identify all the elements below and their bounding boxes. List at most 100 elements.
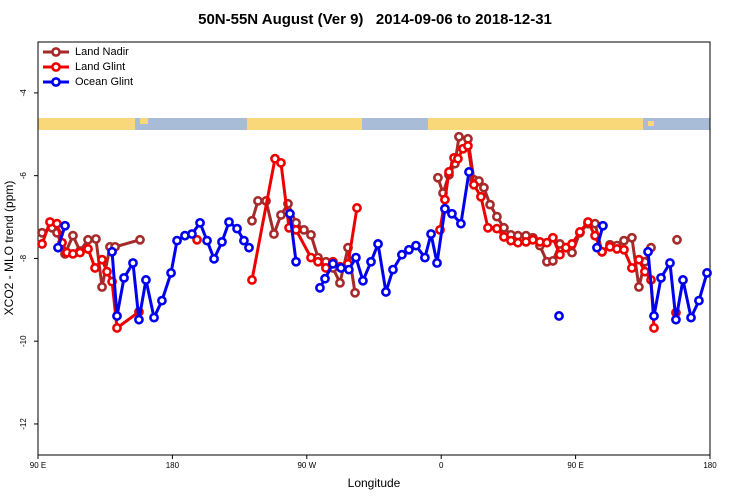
legend-label: Land Nadir xyxy=(75,46,129,58)
legend-marker xyxy=(51,77,61,87)
data-point xyxy=(397,249,407,260)
data-point xyxy=(276,210,286,220)
data-point xyxy=(678,275,688,285)
data-point xyxy=(420,252,430,263)
data-point xyxy=(68,230,78,241)
data-point xyxy=(320,273,330,284)
data-point xyxy=(232,223,242,234)
data-point xyxy=(626,263,637,273)
data-point xyxy=(276,157,286,168)
data-point xyxy=(91,234,101,244)
data-point xyxy=(492,211,502,222)
legend-label: Land Glint xyxy=(75,61,125,73)
chart-title: 50N-55N August (Ver 9) 2014-09-06 to 201… xyxy=(198,11,552,28)
series xyxy=(37,140,681,333)
data-point xyxy=(665,258,675,268)
plot-frame xyxy=(37,41,711,456)
data-point xyxy=(112,311,122,321)
data-point xyxy=(456,218,466,229)
data-point xyxy=(112,323,122,333)
data-point xyxy=(134,314,144,325)
x-tick-label: 90 W xyxy=(297,461,316,470)
data-point xyxy=(447,208,457,219)
series xyxy=(53,167,712,325)
data-point xyxy=(440,194,450,205)
data-point xyxy=(253,196,263,206)
data-point xyxy=(444,167,454,177)
data-point xyxy=(554,311,564,321)
data-point xyxy=(634,254,644,265)
legend-marker xyxy=(51,62,61,72)
data-point xyxy=(643,246,653,257)
data-point xyxy=(335,277,345,288)
data-point xyxy=(97,282,107,292)
data-point xyxy=(119,272,129,283)
data-point xyxy=(694,295,704,306)
data-point xyxy=(453,153,463,164)
y-tick-label: -8 xyxy=(19,254,28,262)
data-point xyxy=(366,256,376,267)
y-tick-label: -6 xyxy=(19,172,28,180)
data-point xyxy=(202,235,212,246)
data-point xyxy=(75,247,85,258)
data-point xyxy=(433,172,443,183)
data-point xyxy=(388,264,398,275)
data-point xyxy=(404,244,414,255)
data-point xyxy=(499,232,509,242)
data-point xyxy=(192,234,202,245)
data-point xyxy=(381,287,391,297)
data-point xyxy=(590,230,600,241)
data-point xyxy=(548,256,558,266)
data-point xyxy=(269,229,279,239)
data-point xyxy=(128,258,138,268)
data-point xyxy=(285,208,295,219)
data-point xyxy=(649,311,659,321)
data-point xyxy=(157,295,167,306)
data-point xyxy=(672,234,682,245)
legend-marker xyxy=(51,47,61,57)
data-point xyxy=(542,237,552,248)
data-point xyxy=(351,252,361,263)
x-tick-label: 90 E xyxy=(30,461,46,470)
x-tick-label: 90 E xyxy=(567,461,583,470)
data-point xyxy=(141,275,151,285)
data-point xyxy=(555,249,565,260)
data-point xyxy=(247,215,257,226)
data-point xyxy=(209,253,219,264)
data-point xyxy=(483,222,493,233)
data-point xyxy=(373,239,383,249)
data-point xyxy=(548,232,558,243)
data-point xyxy=(639,266,650,277)
data-point xyxy=(469,179,479,190)
data-point xyxy=(166,268,176,278)
data-point xyxy=(592,242,602,253)
x-tick-label: 0 xyxy=(439,461,444,470)
y-tick-label: -10 xyxy=(19,335,28,347)
data-point xyxy=(358,275,368,286)
data-point xyxy=(107,246,117,257)
data-point xyxy=(306,229,316,240)
data-point xyxy=(336,263,346,273)
data-point xyxy=(60,220,70,231)
data-point xyxy=(244,242,254,253)
data-point xyxy=(454,131,464,142)
data-point xyxy=(513,237,523,248)
legend-label: Ocean Glint xyxy=(75,76,133,88)
data-point xyxy=(567,239,577,249)
data-point xyxy=(686,312,696,323)
data-point xyxy=(649,323,659,333)
data-point xyxy=(299,224,309,235)
data-point xyxy=(195,217,205,228)
data-point xyxy=(328,258,338,269)
data-point xyxy=(426,229,436,239)
data-point xyxy=(52,218,62,229)
data-point xyxy=(90,263,100,273)
data-point xyxy=(619,235,629,246)
data-point xyxy=(598,220,608,231)
y-axis-label: XCO2 - MLO trend (ppm) xyxy=(2,181,16,316)
series-line xyxy=(288,213,298,262)
data-point xyxy=(567,247,577,258)
x-tick-label: 180 xyxy=(166,461,180,470)
map-strip xyxy=(38,118,710,130)
